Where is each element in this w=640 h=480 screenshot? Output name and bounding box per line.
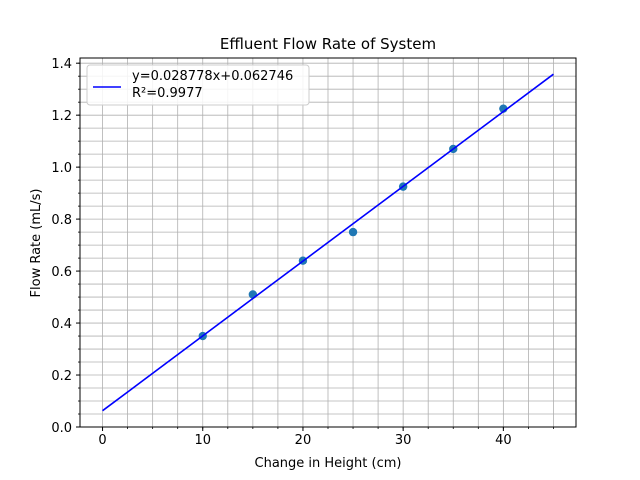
x-tick-label: 20 <box>295 433 312 448</box>
data-point <box>248 290 258 299</box>
legend-label-equation: y=0.028778x+0.062746 <box>132 69 293 84</box>
x-tick-label: 30 <box>395 433 412 448</box>
legend: y=0.028778x+0.062746 R²=0.9977 <box>86 64 310 106</box>
y-tick-label: 0.8 <box>51 213 72 228</box>
y-tick-label: 1.0 <box>51 161 72 176</box>
y-tick-label: 1.2 <box>51 109 72 124</box>
y-tick-label: 0.4 <box>51 317 72 332</box>
y-axis-title: Flow Rate (mL/s) <box>29 189 44 298</box>
trend-line <box>102 73 554 412</box>
axis-ticks: 0 10 20 30 40 0.0 0.2 0.4 0.6 0.8 1.0 1.2 1.4 <box>51 57 554 448</box>
chart-title: Effluent Flow Rate of System <box>220 35 436 53</box>
x-tick-label: 10 <box>194 433 211 448</box>
y-tick-label: 1.4 <box>51 57 72 72</box>
x-axis-title: Change in Height (cm) <box>255 456 402 471</box>
y-tick-label: 0.0 <box>51 421 72 436</box>
x-tick-label: 40 <box>495 433 512 448</box>
legend-label-r-squared: R²=0.9977 <box>132 86 203 101</box>
y-tick-label: 0.6 <box>51 265 72 280</box>
legend-box <box>86 64 310 106</box>
y-tick-label: 0.2 <box>51 369 72 384</box>
x-tick-label: 0 <box>98 433 106 448</box>
data-point <box>348 227 358 237</box>
plot-series <box>102 73 554 412</box>
